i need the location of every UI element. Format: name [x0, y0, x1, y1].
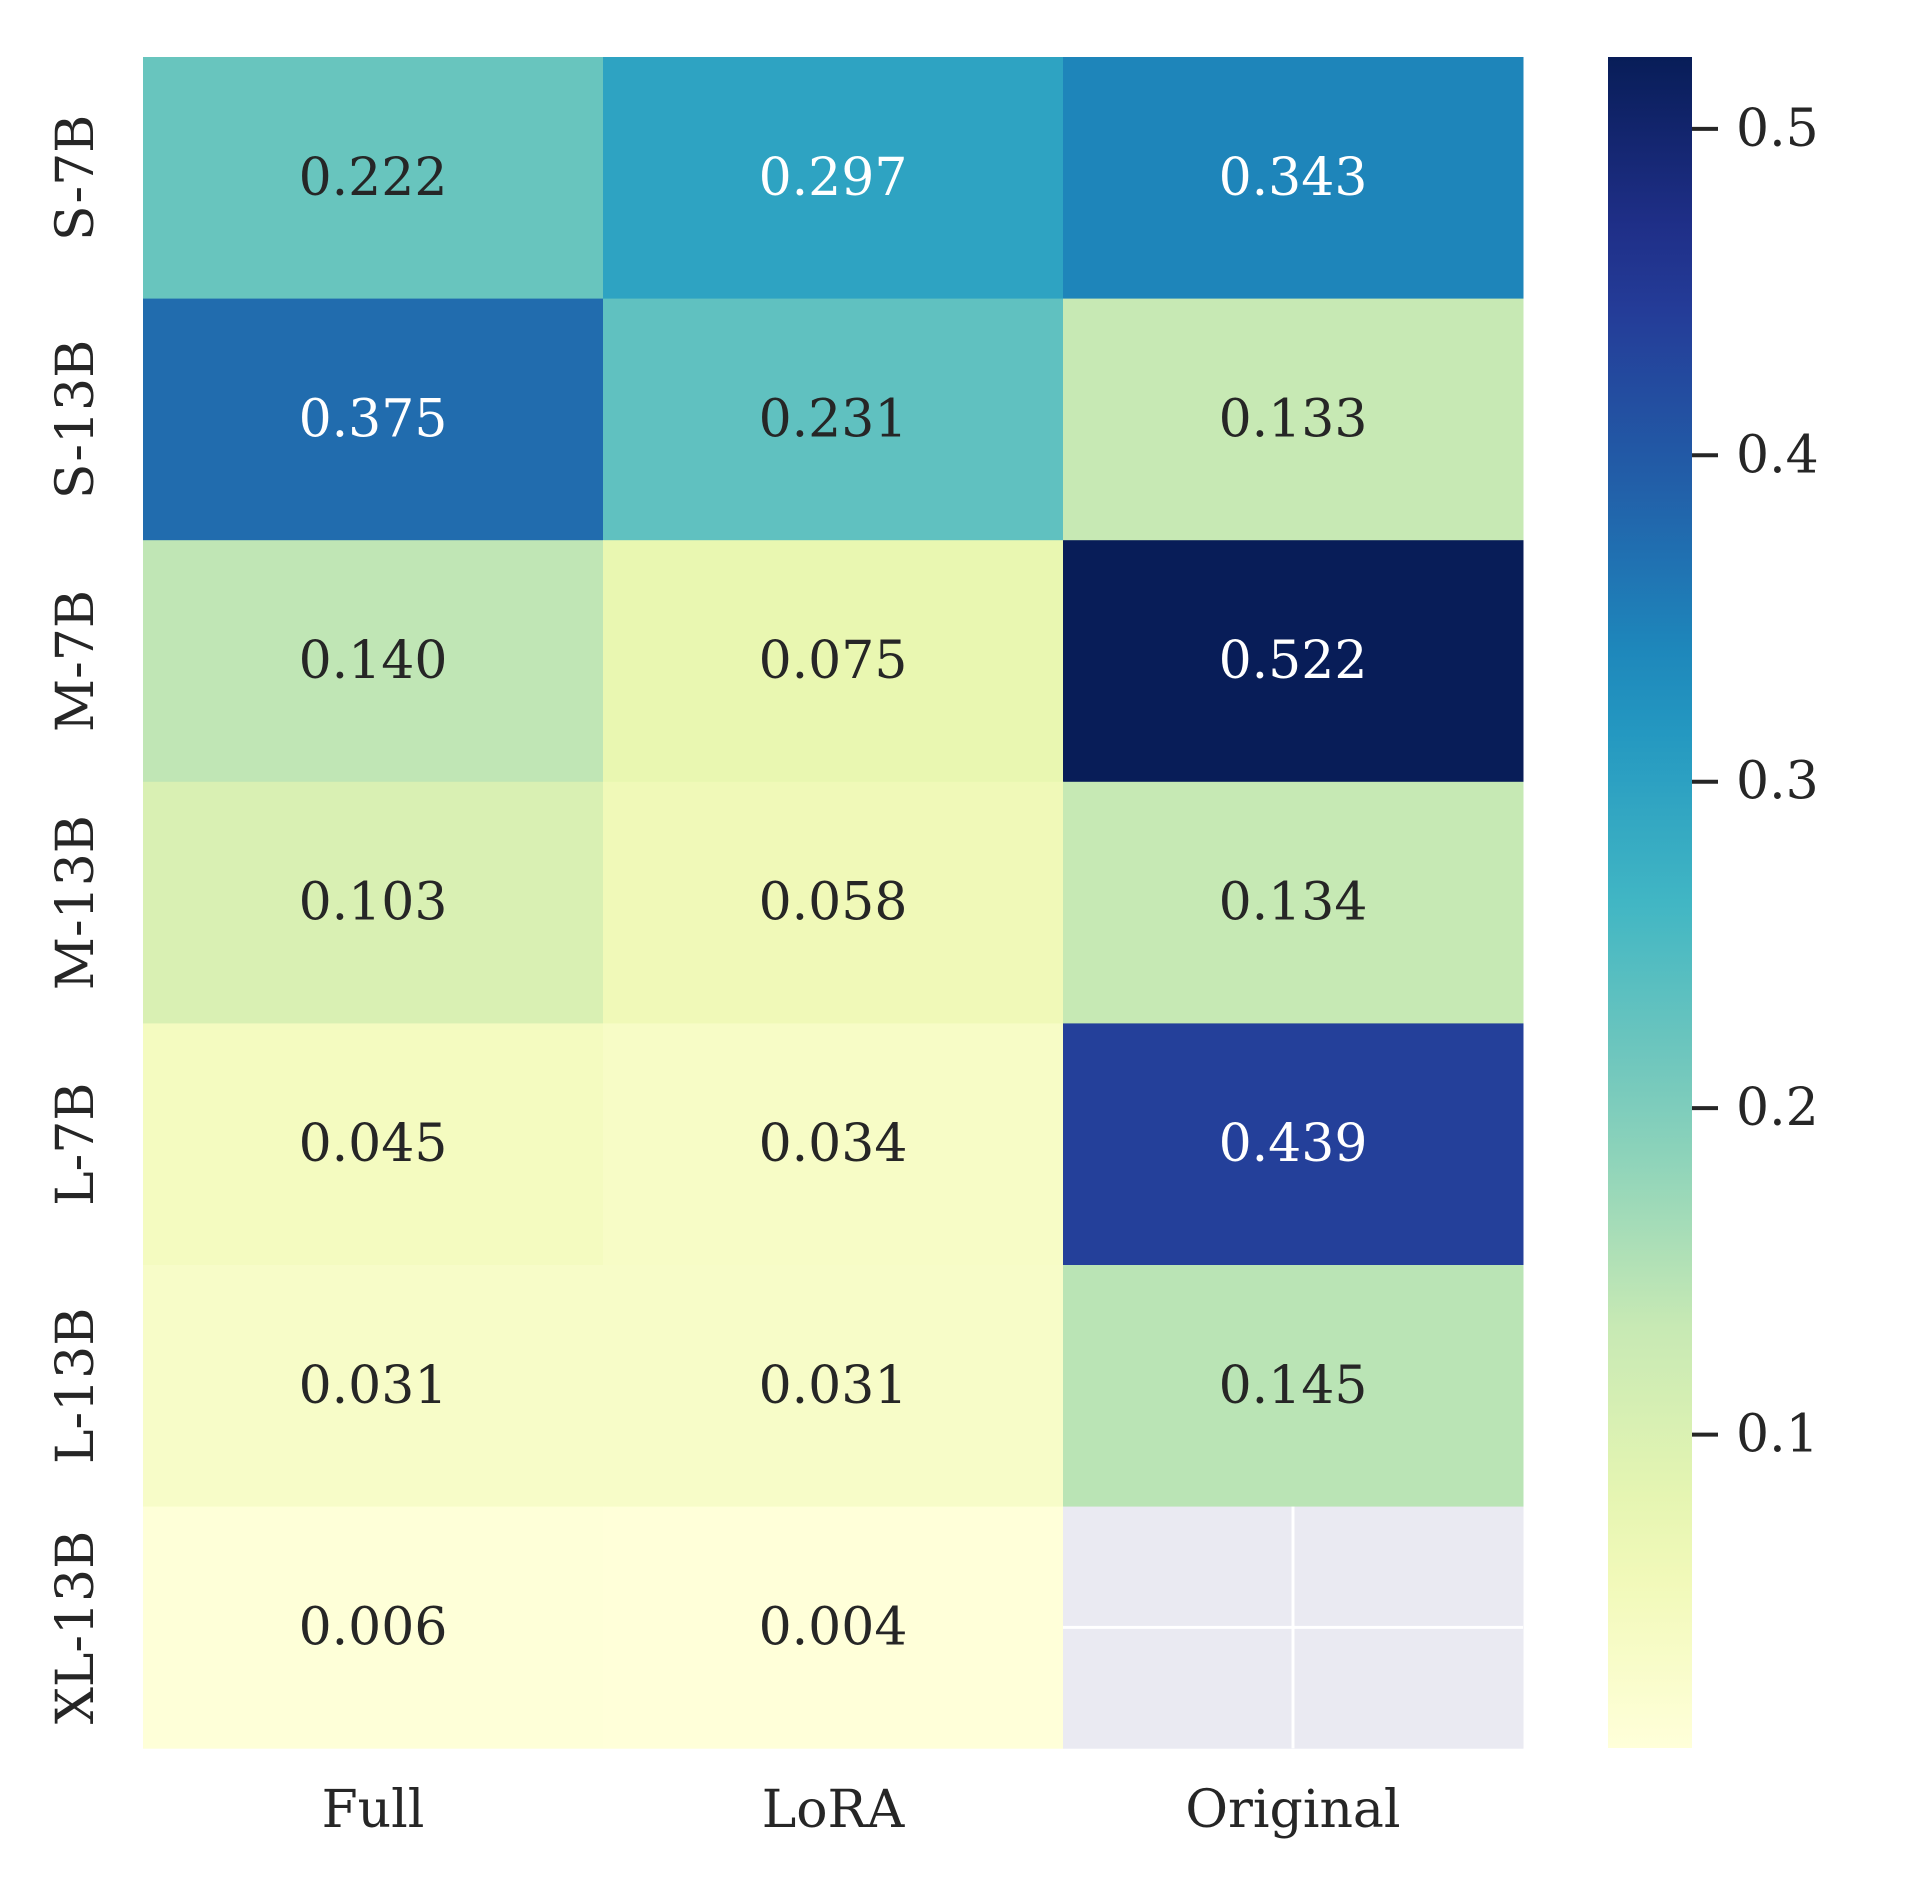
cell-value-label: 0.045 [299, 1114, 448, 1174]
colorbar: 0.1 0.2 0.3 0.4 0.5 [1608, 57, 1819, 1748]
colorbar-tick-label: 0.3 [1736, 752, 1819, 812]
cell-value-label: 0.439 [1219, 1114, 1368, 1174]
cell-value-label: 0.058 [759, 873, 908, 933]
x-tick-label: LoRA [762, 1780, 906, 1840]
heatmap-cells [143, 57, 1524, 1749]
heatmap-cell [143, 781, 604, 1024]
colorbar-tick-label: 0.1 [1736, 1405, 1819, 1465]
colorbar-gradient [1608, 57, 1692, 1748]
cell-value-label: 0.034 [759, 1114, 908, 1174]
y-tick-label: M-13B [46, 815, 106, 990]
x-axis-tick-labels: Full LoRA Original [322, 1780, 1401, 1840]
y-tick-label: S-13B [46, 340, 106, 499]
heatmap-cell [603, 781, 1064, 1024]
cell-value-label: 0.231 [759, 389, 908, 449]
heatmap-cell [603, 1023, 1064, 1266]
heatmap-cell [1063, 1265, 1524, 1508]
colorbar-tick-label: 0.4 [1736, 425, 1819, 485]
y-tick-label: M-7B [46, 590, 106, 732]
colorbar-tick-label: 0.5 [1736, 99, 1819, 159]
heatmap-cell [143, 1506, 604, 1749]
cell-value-label: 0.145 [1219, 1356, 1368, 1416]
heatmap-cell [1063, 1023, 1524, 1266]
colorbar-tick-label: 0.2 [1736, 1078, 1819, 1138]
heatmap-cell [143, 540, 604, 783]
cell-value-label: 0.075 [759, 631, 908, 691]
cell-value-label: 0.133 [1219, 389, 1368, 449]
cell-value-labels: 0.222 0.297 0.343 0.375 0.231 0.133 0.140 0.075… [299, 148, 1368, 1658]
x-tick-label: Full [322, 1780, 425, 1840]
heatmap-cell [143, 1023, 604, 1266]
heatmap-cell [143, 57, 604, 300]
cell-value-label: 0.134 [1219, 873, 1368, 933]
cell-value-label: 0.031 [299, 1356, 448, 1416]
heatmap-cell [603, 1506, 1064, 1749]
heatmap-cell [1063, 298, 1524, 541]
cell-value-label: 0.103 [299, 873, 448, 933]
heatmap-cell [1063, 540, 1524, 783]
cell-value-label: 0.375 [299, 389, 448, 449]
cell-value-label: 0.031 [759, 1356, 908, 1416]
y-tick-label: L-7B [46, 1082, 106, 1205]
heatmap-cell [603, 1265, 1064, 1508]
y-axis-tick-labels: S-7B S-13B M-7B M-13B L-7B L-13B XL-13B [46, 115, 106, 1725]
cell-value-label: 0.140 [299, 631, 448, 691]
y-tick-label: XL-13B [46, 1531, 106, 1725]
cell-value-label: 0.522 [1219, 631, 1368, 691]
cell-value-label: 0.297 [759, 148, 908, 208]
heatmap-cell [603, 540, 1064, 783]
y-tick-label: L-13B [46, 1308, 106, 1464]
heatmap-cell [1063, 57, 1524, 300]
cell-value-label: 0.343 [1219, 148, 1368, 208]
heatmap-cell [143, 1265, 604, 1508]
cell-value-label: 0.222 [299, 148, 448, 208]
heatmap-cell [603, 298, 1064, 541]
heatmap-cell [143, 298, 604, 541]
cell-value-label: 0.006 [299, 1597, 448, 1657]
cell-value-label: 0.004 [759, 1597, 908, 1657]
heatmap-cell [1063, 781, 1524, 1024]
heatmap-cell [603, 57, 1064, 300]
x-tick-label: Original [1185, 1780, 1400, 1840]
y-tick-label: S-7B [46, 115, 106, 241]
